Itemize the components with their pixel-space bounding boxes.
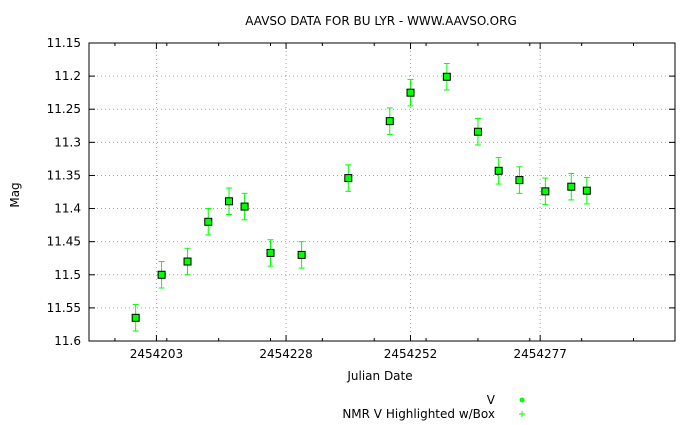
x-tick-label: 2454277 <box>513 347 566 361</box>
point-marker <box>473 127 482 136</box>
point-marker <box>541 187 550 196</box>
y-tick-label: 11.6 <box>54 334 81 348</box>
data-point <box>494 157 503 185</box>
data-point <box>204 208 213 236</box>
y-tick-label: 11.4 <box>54 202 81 216</box>
y-tick-label: 11.5 <box>54 268 81 282</box>
x-tick-label: 2454203 <box>130 347 183 361</box>
data-point <box>240 192 249 221</box>
legend-label: NMR V Highlighted w/Box <box>342 407 495 421</box>
x-axis-label: Julian Date <box>346 369 412 383</box>
point-marker <box>183 257 192 266</box>
data-point <box>515 166 524 194</box>
data-point <box>385 107 394 135</box>
point-marker <box>297 250 306 259</box>
point-marker <box>406 88 415 97</box>
legend-label: V <box>487 393 496 407</box>
x-tick-label: 2454252 <box>384 347 437 361</box>
point-marker <box>204 217 213 226</box>
point-marker <box>567 182 576 191</box>
point-marker <box>225 197 234 206</box>
y-axis: 11.15 11.2 11.25 11.3 11.35 11.4 11.45 11.5 11.5… <box>47 36 675 348</box>
point-marker <box>515 176 524 185</box>
y-tick-label: 11.45 <box>47 235 81 249</box>
data-point <box>567 172 576 201</box>
x-tick-label: 2454228 <box>259 347 312 361</box>
point-marker <box>157 270 166 279</box>
point-marker <box>240 202 249 211</box>
chart-title: AAVSO DATA FOR BU LYR - WWW.AAVSO.ORG <box>245 14 517 28</box>
y-tick-label: 11.15 <box>47 36 81 50</box>
data-point <box>406 78 415 107</box>
y-tick-label: 11.55 <box>47 301 81 315</box>
data-point <box>442 63 451 91</box>
data-point <box>297 241 306 269</box>
y-tick-label: 11.25 <box>47 102 81 116</box>
point-marker <box>582 186 591 195</box>
y-axis-label: Mag <box>8 182 22 207</box>
data-point <box>582 176 591 205</box>
y-tick-label: 11.35 <box>47 168 81 182</box>
data-point <box>157 261 166 289</box>
data-point <box>541 177 550 206</box>
x-axis: 2454203 2454228 2454252 2454277 <box>114 43 635 361</box>
y-tick-label: 11.3 <box>54 135 81 149</box>
point-marker <box>442 72 451 81</box>
data-point <box>473 117 482 146</box>
y-tick-label: 11.2 <box>54 69 81 83</box>
point-marker <box>385 117 394 126</box>
data-point <box>225 187 234 216</box>
legend-plus-icon <box>519 411 525 417</box>
point-marker <box>344 174 353 183</box>
data-point <box>131 304 140 332</box>
point-marker <box>266 248 275 257</box>
legend-dot-icon <box>519 397 525 403</box>
plot-frame <box>88 42 676 342</box>
data-point <box>344 164 353 192</box>
grid <box>89 43 675 341</box>
data-point <box>183 247 192 276</box>
point-marker <box>131 313 140 322</box>
point-marker <box>494 166 503 175</box>
data-points <box>131 63 591 332</box>
data-point <box>266 239 275 267</box>
